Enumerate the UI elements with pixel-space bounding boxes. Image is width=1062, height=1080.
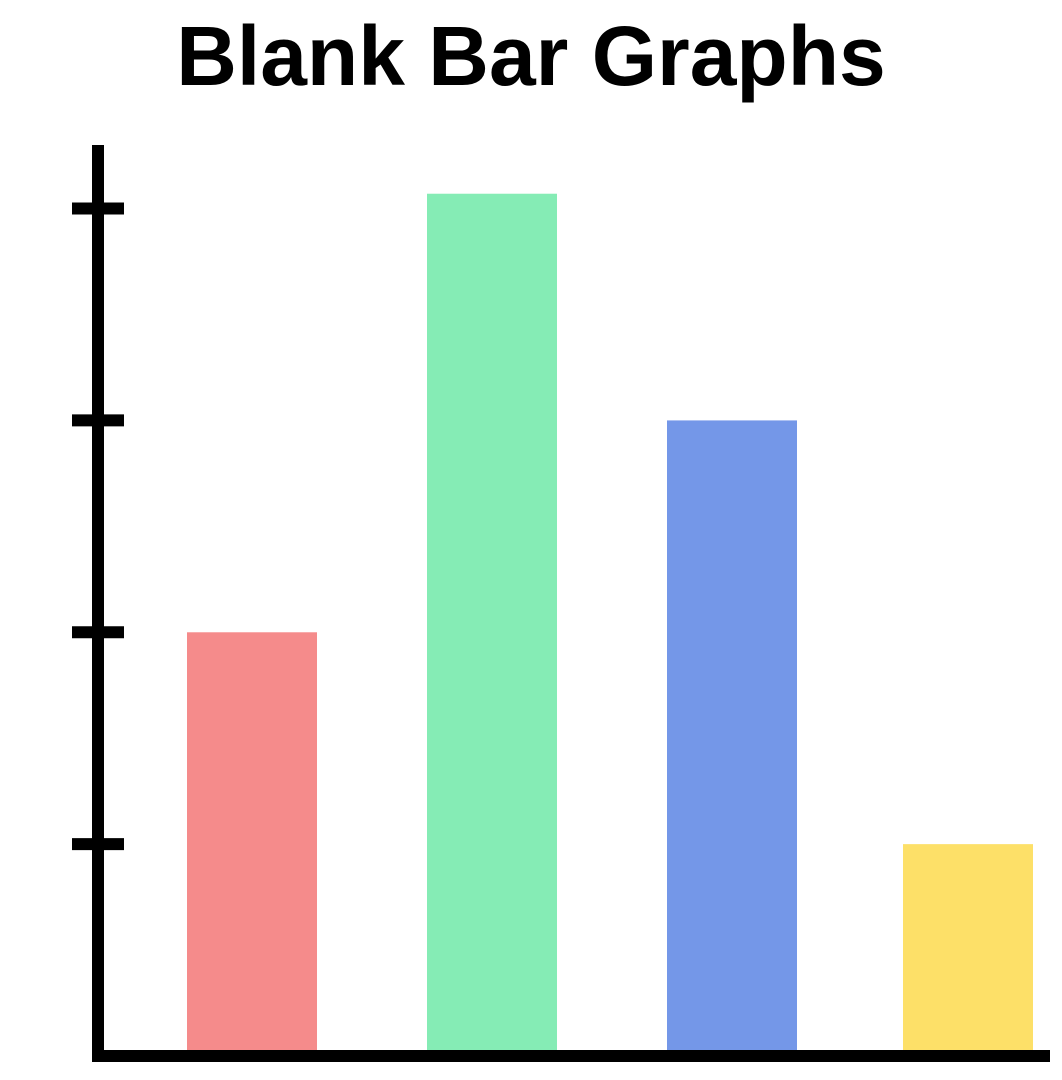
bar-1 [427,194,557,1056]
chart-svg [0,0,1062,1080]
bar-2 [667,420,797,1056]
bar-0 [187,632,317,1056]
bar-chart: Blank Bar Graphs [0,0,1062,1080]
bar-3 [903,844,1033,1056]
